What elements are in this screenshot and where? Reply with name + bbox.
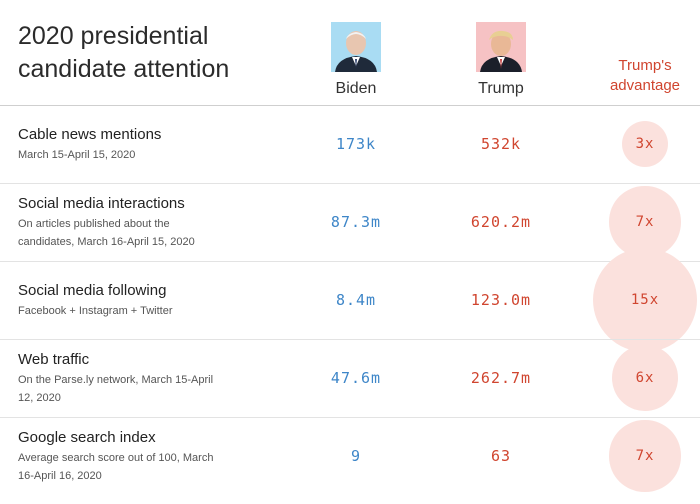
chart-title: 2020 presidential candidate attention: [18, 22, 230, 83]
trump-value: 262.7m: [470, 369, 532, 387]
advantage-bubble: [593, 248, 697, 352]
metric-note: On articles published about the candidat…: [18, 218, 195, 248]
biden-value: 9: [350, 447, 362, 465]
metric-label: Google search index: [18, 429, 156, 446]
metric-note: Average search score out of 100, March 1…: [18, 452, 214, 482]
advantage-label: 6x: [635, 370, 655, 386]
column-label-biden: Biden: [335, 80, 377, 97]
advantage-label: 3x: [635, 136, 655, 152]
metric-label: Social media following: [18, 282, 167, 299]
column-label-trump: Trump: [478, 80, 524, 97]
column-header-biden: Biden: [296, 22, 416, 98]
advantage-bubble: [612, 345, 678, 411]
column-header-advantage: Trump's advantage: [609, 57, 681, 94]
biden-value: 8.4m: [335, 291, 377, 309]
biden-value: 47.6m: [330, 369, 382, 387]
header-divider: [0, 105, 700, 106]
metric-label: Web traffic: [18, 351, 90, 368]
row-divider: [0, 261, 700, 262]
biden-portrait: [331, 22, 381, 72]
table-row: Web traffic On the Parse.ly network, Marc…: [0, 340, 700, 418]
row-divider: [0, 183, 700, 184]
column-header-trump: Trump: [441, 22, 561, 98]
metric-note: March 15-April 15, 2020: [18, 149, 136, 161]
advantage-label: 7x: [635, 448, 655, 464]
table-row: Cable news mentions March 15-April 15, 20…: [0, 106, 700, 184]
table-row: Google search index Average search score …: [0, 418, 700, 496]
metric-label: Social media interactions: [18, 195, 185, 212]
trump-value: 620.2m: [470, 213, 532, 231]
biden-value: 173k: [335, 135, 377, 153]
metric-note: Facebook + Instagram + Twitter: [18, 305, 173, 317]
advantage-bubble: [621, 120, 669, 168]
row-divider: [0, 417, 700, 418]
advantage-bubble: [609, 420, 681, 492]
table-row: Social media interactions On articles pub…: [0, 184, 700, 262]
metric-label: Cable news mentions: [18, 126, 162, 143]
advantage-label: 7x: [635, 214, 655, 230]
row-divider: [0, 339, 700, 340]
trump-value: 63: [490, 447, 512, 465]
advantage-bubble: [609, 186, 681, 258]
trump-value: 123.0m: [470, 291, 532, 309]
advantage-label: 15x: [630, 292, 660, 308]
table-row: Social media following Facebook + Instagr…: [0, 248, 700, 352]
trump-portrait: [476, 22, 526, 72]
metric-note: On the Parse.ly network, March 15-April …: [18, 374, 214, 404]
trump-value: 532k: [480, 135, 522, 153]
biden-value: 87.3m: [330, 213, 382, 231]
